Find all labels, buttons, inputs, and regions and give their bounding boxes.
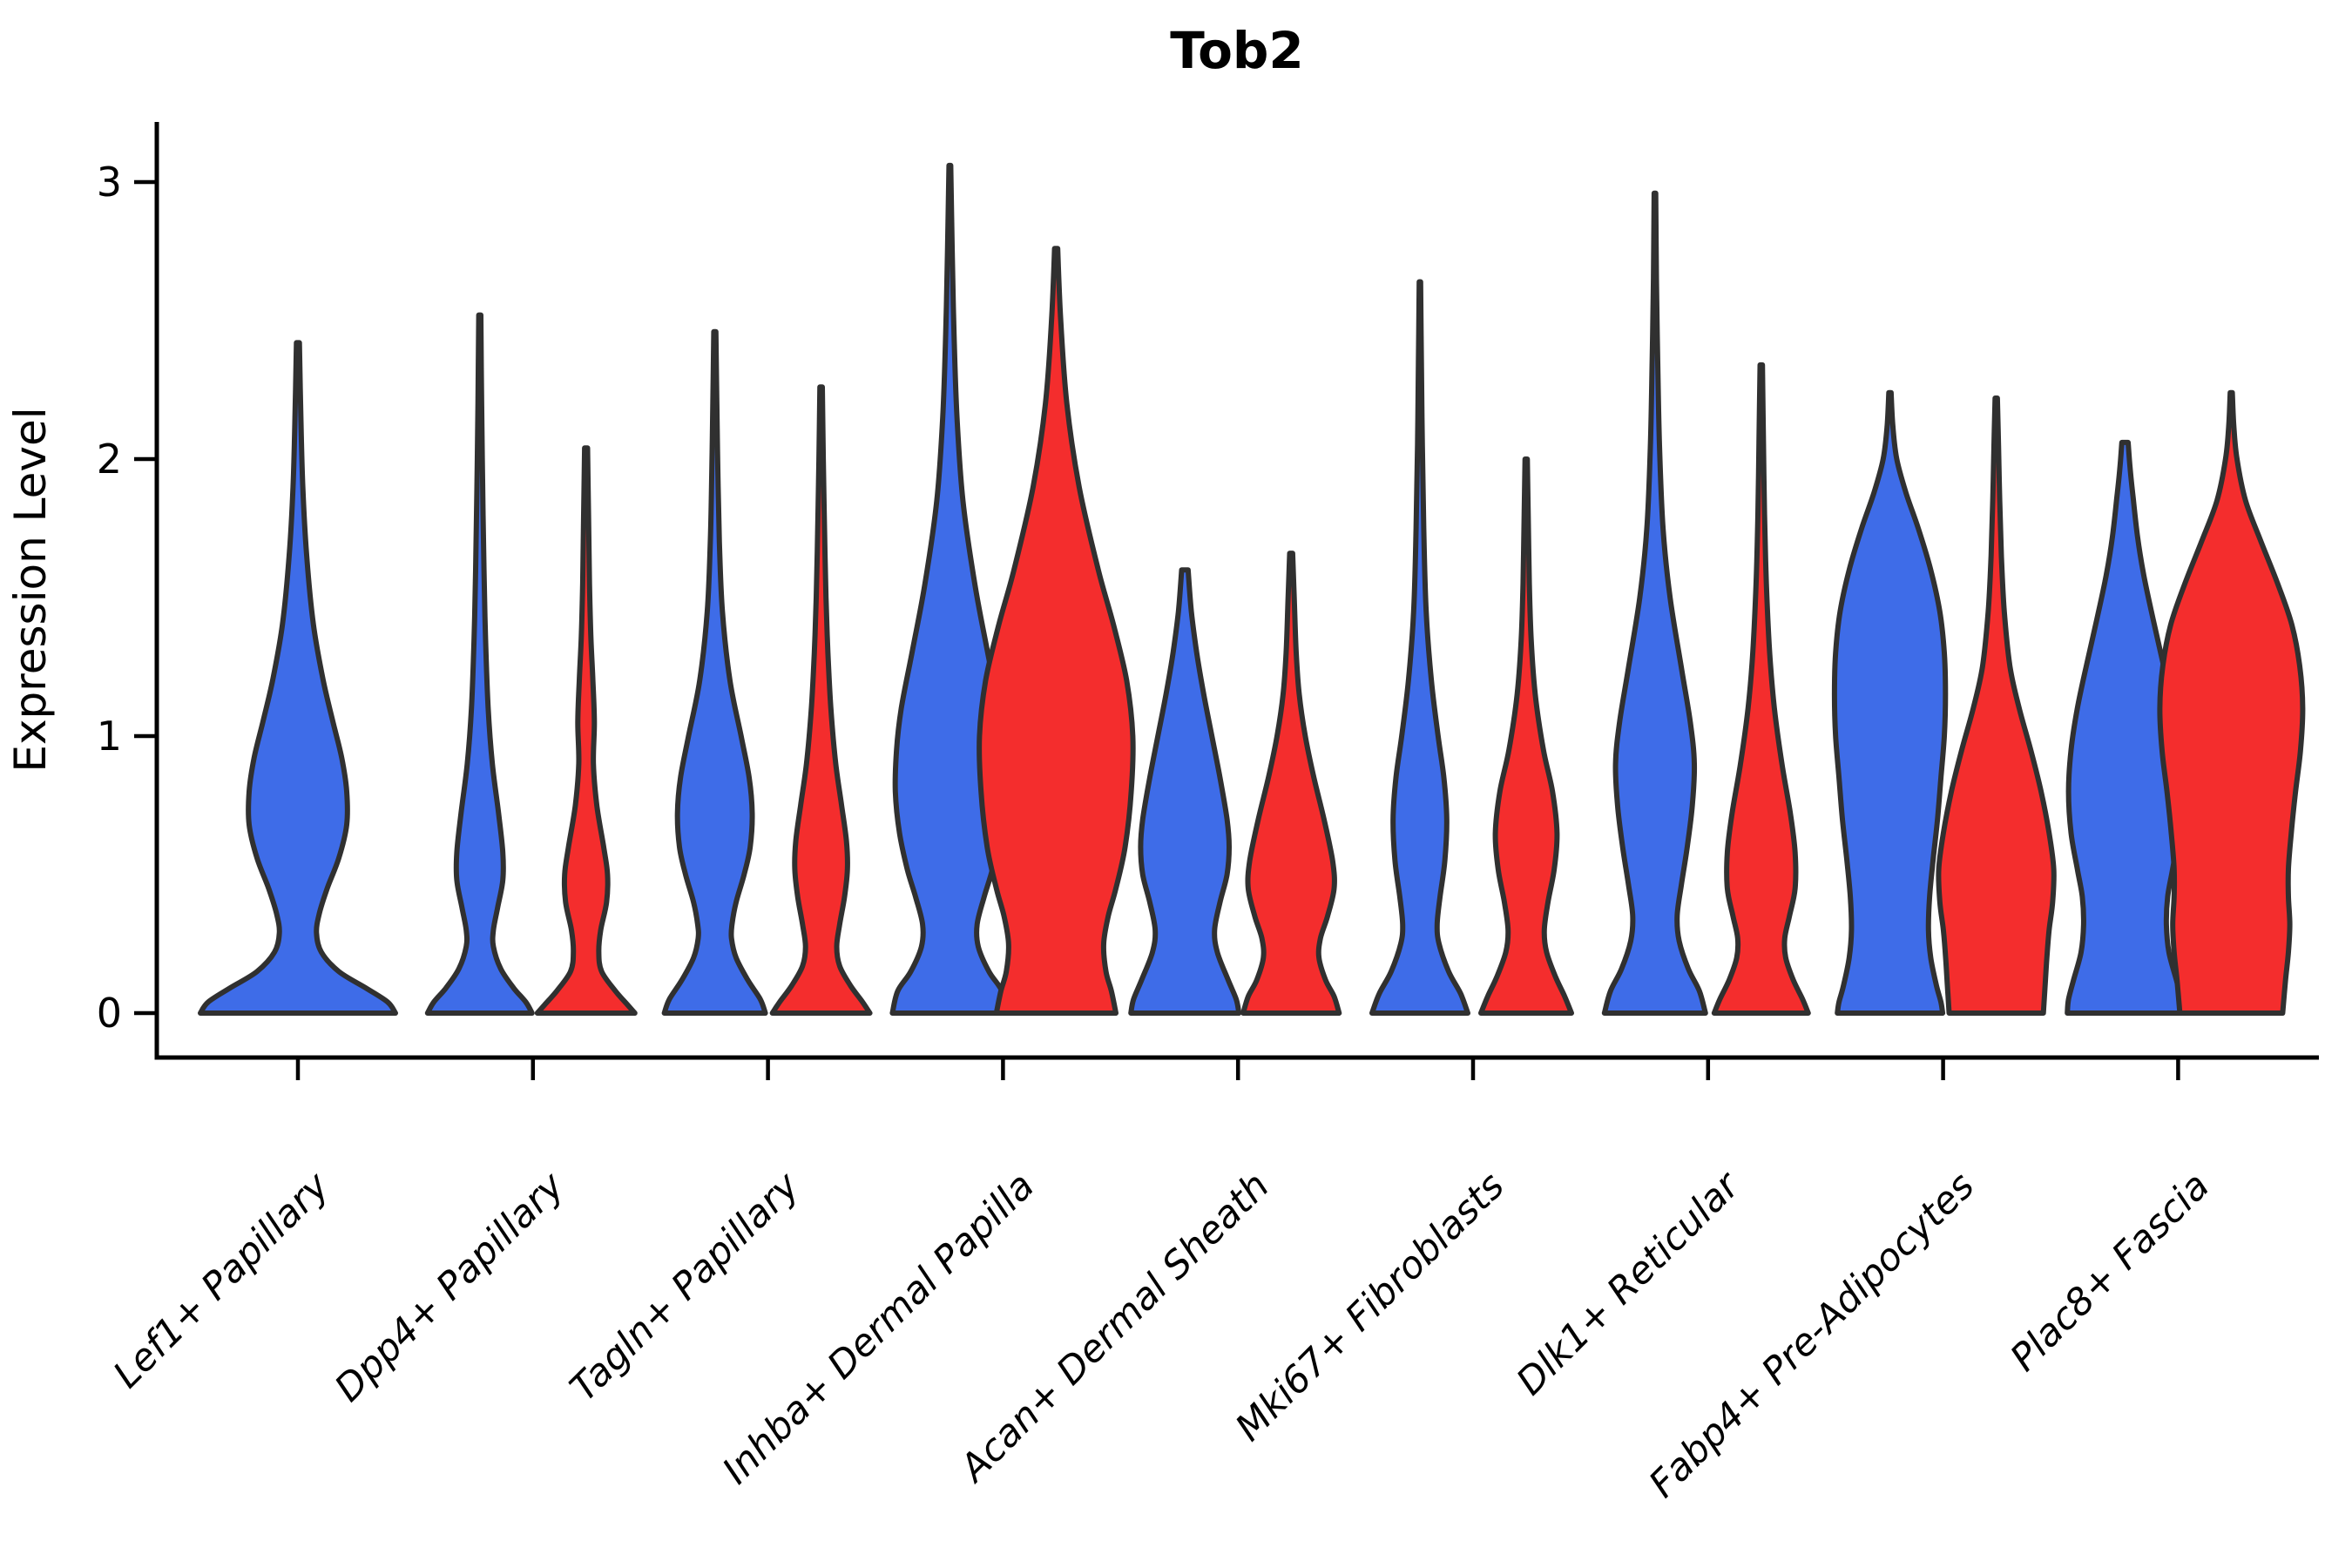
- x-tick-label-tagln-papillary: Tagln+ Papillary: [562, 1164, 808, 1410]
- violin-inhba-dermal-papilla-red: [977, 246, 1136, 1016]
- violin-acan-dermal-sheath-red: [1240, 551, 1342, 1016]
- x-tick-label-mki67-fibroblasts: Mki67+ Fibroblasts: [1227, 1164, 1513, 1450]
- violin-fabp4-pre-adipocytes-blue: [1831, 389, 1949, 1016]
- violin-lef1-papillary-blue: [198, 340, 398, 1016]
- violin-dpp4-papillary-blue: [424, 312, 535, 1016]
- violin-dlk1-reticular-blue: [1601, 190, 1708, 1016]
- x-tick-label-lef1-papillary: Lef1+ Papillary: [105, 1164, 338, 1396]
- y-axis-label: Expression Level: [5, 407, 56, 772]
- violin-plac8-fascia-blue: [2065, 439, 2186, 1016]
- violin-dlk1-reticular-red: [1711, 362, 1811, 1016]
- violin-fabp4-pre-adipocytes-red: [1936, 395, 2057, 1016]
- violin-tagln-papillary-red: [769, 384, 873, 1016]
- violin-inhba-dermal-papilla-blue: [889, 162, 1010, 1016]
- x-tick-label-dpp4-papillary: Dpp4+ Papillary: [327, 1164, 573, 1410]
- violin-dpp4-papillary-red: [534, 445, 638, 1016]
- chart-title: Tob2: [1170, 21, 1304, 80]
- violin-tagln-papillary-blue: [661, 328, 768, 1016]
- violin-mki67-fibroblasts-red: [1478, 456, 1574, 1016]
- y-tick-label-2: 2: [97, 436, 122, 483]
- violin-mki67-fibroblasts-blue: [1369, 279, 1470, 1016]
- y-tick-label-3: 3: [97, 159, 122, 206]
- violin-acan-dermal-sheath-blue: [1128, 567, 1242, 1016]
- x-tick-label-plac8-fascia: Plac8+ Fascia: [2002, 1164, 2218, 1380]
- y-tick-label-0: 0: [97, 990, 122, 1037]
- violin-plac8-fascia-red: [2157, 389, 2306, 1016]
- y-tick-label-1: 1: [97, 713, 122, 760]
- x-tick-label-dlk1-reticular: Dlk1+ Reticular: [1508, 1163, 1749, 1404]
